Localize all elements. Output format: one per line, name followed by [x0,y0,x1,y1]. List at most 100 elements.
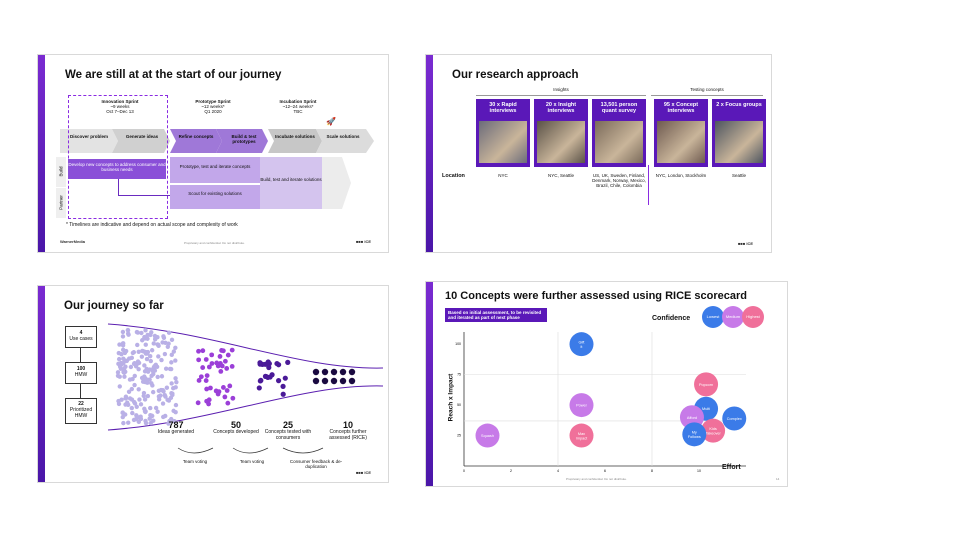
step-team-voting-2: Team voting [239,459,265,464]
idea-dot [222,358,228,364]
funnel-graphic [107,323,384,431]
card-label: 30 x Rapid interviews [489,102,517,115]
idea-dot [163,340,168,346]
card-location: NYC, Seattle [547,173,574,178]
idea-dot [136,419,142,425]
idea-dot [150,383,155,388]
research-card: 30 x Rapid interviews [476,99,530,167]
idea-dot [117,364,123,369]
idea-dot [285,359,291,365]
idea-dot [169,381,174,386]
idea-dot [134,404,139,409]
point-label: Complex [727,417,742,421]
idea-dot [161,414,166,420]
idea-dot [321,368,329,376]
concept-point [701,418,726,443]
box-hmw: 100 HMW [65,362,97,384]
group-divider [648,165,649,205]
phase-duration: ~9 weeks [110,104,130,110]
idea-dot [151,371,156,377]
idea-dot [200,365,206,370]
idea-dot [163,366,169,371]
process-chevrons [60,129,374,153]
idea-dot [139,330,144,336]
row-label-build: Build [56,157,66,187]
idea-dot [151,341,156,346]
point-label: My [692,431,697,435]
idea-dot [348,368,356,376]
idea-dot [265,359,271,365]
point-label: Max [578,432,585,436]
idea-dot [115,370,121,375]
idea-dot [257,360,263,366]
slide-research-approach[interactable]: Our research approach Insights Testing c… [425,54,772,253]
y-tick-label: 75 [457,373,461,377]
idea-dot [136,367,141,372]
idea-dot [123,394,129,399]
idea-dot [120,347,126,352]
stat-label: Concepts further assessed (RICE) [329,429,367,441]
point-label: Kids [709,427,716,431]
card-label: 13,501 person quant survey [600,102,638,115]
idea-dot [170,392,175,398]
stat-label: Concepts developed [213,429,259,435]
idea-dot [256,385,262,391]
idea-dot [137,397,142,402]
idea-dot [130,410,135,416]
idea-dot [135,359,141,364]
step-build-test: Build & test prototypes [231,134,257,145]
idea-dot [117,374,122,379]
idea-dot [128,364,134,370]
accent-bar [426,55,433,252]
phase-name: Prototype Sprint [195,99,231,104]
idea-dot [141,393,146,399]
idea-dot [169,352,174,358]
idea-dot [130,376,135,382]
idea-dot [138,402,144,407]
concept-point [569,332,594,357]
idea-dot [130,350,136,356]
step-incubate: Incubate solutions [275,134,315,139]
idea-dot [117,384,122,389]
phase-date: TBC [293,109,303,115]
idea-dot [148,354,153,359]
x-tick-label: 2 [510,469,512,473]
step-scale: Scale solutions [326,134,360,139]
idea-dot [136,387,141,392]
stat-number: 50 [230,420,241,430]
arrow-down [80,348,81,362]
idea-dot [219,363,225,369]
idea-dot [266,364,272,371]
idea-dot [142,363,147,368]
point-label: it [581,345,584,349]
idea-dot [121,420,126,426]
idea-dot [160,401,166,406]
idea-dot [132,382,137,388]
idea-dot [339,368,347,376]
idea-dot [206,401,212,407]
idea-dot [122,374,127,379]
idea-dot [126,402,131,408]
idea-dot [152,333,158,339]
idea-dot [312,368,320,376]
slide-journey-start[interactable]: We are still at at the start of our jour… [37,54,389,253]
future-arrow [322,157,351,209]
point-label: Takeover [705,431,721,435]
slide-rice-scorecard[interactable]: 10 Concepts were further assessed using … [425,281,788,487]
photo-image [537,121,585,163]
point-label: Gift [579,340,586,344]
idea-dot [224,388,230,393]
confidence-highest: Highest [742,306,764,328]
x-tick-label: 10 [697,469,701,473]
idea-dot [143,328,148,333]
phase-date: Q1 2020 [204,109,222,115]
slide-journey-so-far[interactable]: Our journey so far 4 Use cases 100 HMW 22 P… [37,285,389,483]
point-label: Squash [481,434,494,438]
idea-dot [148,358,154,364]
idea-dot [166,421,171,426]
concept-point [682,422,707,447]
idea-dot [132,373,137,379]
phase-name: Incubation Sprint [279,99,317,104]
idea-dot [198,374,204,380]
idea-dot [166,398,172,403]
